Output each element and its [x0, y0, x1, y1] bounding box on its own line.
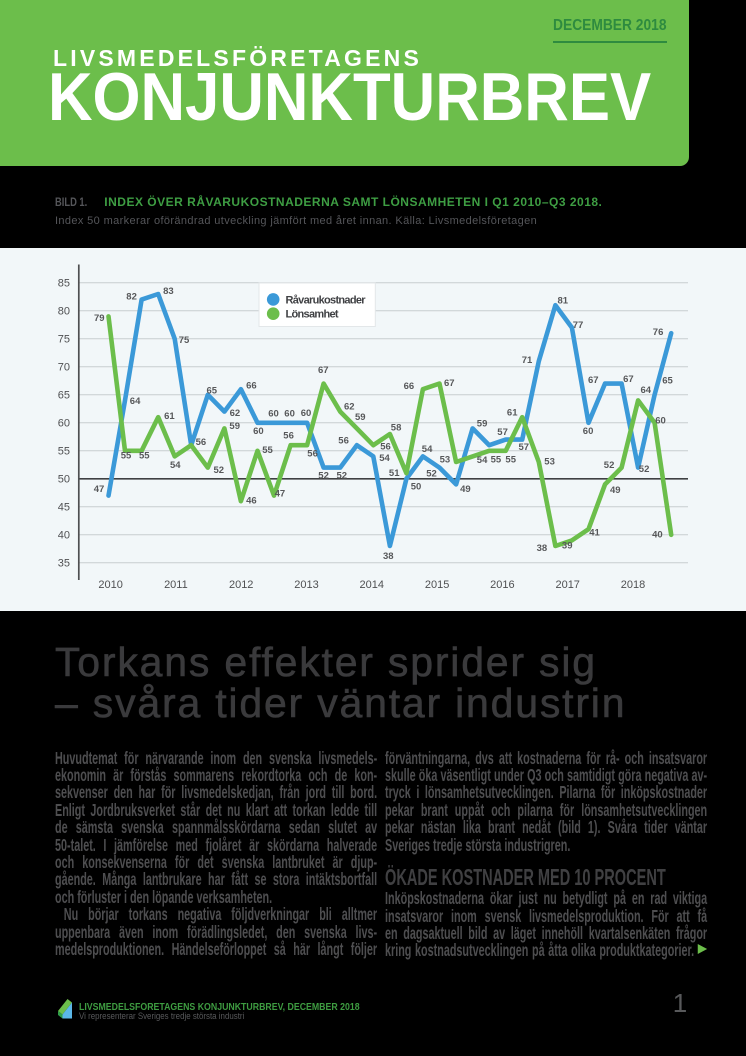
svg-text:52: 52 [604, 459, 615, 470]
svg-text:39: 39 [562, 540, 573, 551]
svg-text:60: 60 [655, 415, 666, 426]
svg-text:56: 56 [338, 435, 349, 446]
svg-text:60: 60 [301, 408, 312, 419]
svg-text:55: 55 [121, 450, 132, 461]
svg-text:Råvarukostnader: Råvarukostnader [286, 294, 367, 306]
svg-text:62: 62 [344, 401, 355, 412]
svg-text:41: 41 [589, 527, 600, 538]
svg-text:60: 60 [583, 425, 594, 436]
svg-text:46: 46 [246, 495, 257, 506]
svg-text:81: 81 [558, 295, 569, 306]
svg-text:83: 83 [163, 285, 174, 296]
svg-text:50: 50 [411, 481, 422, 492]
svg-text:54: 54 [170, 459, 181, 470]
svg-text:2011: 2011 [164, 579, 188, 591]
svg-text:52: 52 [639, 463, 650, 474]
svg-text:55: 55 [505, 454, 516, 465]
svg-text:59: 59 [477, 418, 488, 429]
svg-text:2013: 2013 [294, 579, 318, 591]
svg-text:47: 47 [275, 488, 286, 499]
svg-text:79: 79 [94, 313, 105, 324]
svg-text:49: 49 [610, 484, 621, 495]
svg-text:59: 59 [355, 412, 366, 423]
svg-text:54: 54 [422, 443, 433, 454]
svg-text:64: 64 [641, 384, 652, 395]
svg-text:50: 50 [58, 473, 70, 485]
svg-text:60: 60 [58, 417, 70, 429]
svg-text:56: 56 [307, 448, 318, 459]
svg-text:45: 45 [58, 501, 70, 513]
svg-text:2014: 2014 [360, 579, 384, 591]
svg-text:67: 67 [444, 377, 455, 388]
svg-text:76: 76 [653, 327, 664, 338]
svg-text:38: 38 [537, 543, 548, 554]
svg-text:77: 77 [573, 319, 584, 330]
svg-text:52: 52 [214, 465, 225, 476]
svg-text:75: 75 [58, 333, 70, 345]
svg-text:56: 56 [380, 441, 391, 452]
svg-text:52: 52 [337, 470, 348, 481]
svg-text:57: 57 [519, 442, 530, 453]
svg-text:58: 58 [391, 422, 402, 433]
svg-text:55: 55 [139, 450, 150, 461]
svg-text:71: 71 [522, 354, 533, 365]
svg-text:85: 85 [58, 277, 70, 289]
svg-text:66: 66 [246, 380, 257, 391]
svg-text:40: 40 [652, 529, 663, 540]
svg-text:49: 49 [460, 484, 471, 495]
svg-text:47: 47 [94, 483, 105, 494]
svg-text:51: 51 [389, 467, 400, 478]
svg-text:75: 75 [179, 334, 190, 345]
svg-text:65: 65 [662, 375, 673, 386]
svg-text:67: 67 [318, 364, 329, 375]
svg-text:60: 60 [253, 426, 264, 437]
svg-text:53: 53 [440, 454, 451, 465]
svg-text:65: 65 [207, 385, 218, 396]
svg-text:62: 62 [230, 407, 241, 418]
svg-text:2015: 2015 [425, 579, 449, 591]
svg-text:53: 53 [544, 456, 555, 467]
svg-text:67: 67 [588, 375, 599, 386]
svg-text:64: 64 [130, 396, 141, 407]
svg-text:59: 59 [229, 420, 240, 431]
svg-text:61: 61 [164, 411, 175, 422]
svg-text:70: 70 [58, 361, 70, 373]
svg-text:2016: 2016 [490, 579, 514, 591]
svg-text:2010: 2010 [98, 579, 122, 591]
svg-text:56: 56 [283, 430, 294, 441]
svg-text:2017: 2017 [555, 579, 579, 591]
svg-text:2012: 2012 [229, 579, 253, 591]
svg-text:65: 65 [58, 389, 70, 401]
svg-text:35: 35 [58, 557, 70, 569]
svg-text:40: 40 [58, 529, 70, 541]
svg-text:67: 67 [623, 374, 634, 385]
svg-text:55: 55 [262, 445, 273, 456]
svg-text:Lönsamhet: Lönsamhet [286, 308, 339, 320]
svg-text:57: 57 [497, 426, 508, 437]
svg-text:82: 82 [126, 291, 137, 302]
svg-text:55: 55 [491, 454, 502, 465]
svg-text:66: 66 [404, 381, 415, 392]
svg-text:80: 80 [58, 305, 70, 317]
svg-text:55: 55 [58, 445, 70, 457]
svg-text:61: 61 [507, 407, 518, 418]
svg-text:2018: 2018 [621, 579, 645, 591]
svg-text:52: 52 [426, 468, 437, 479]
svg-text:54: 54 [379, 453, 390, 464]
svg-text:38: 38 [383, 551, 394, 562]
svg-text:52: 52 [318, 470, 329, 481]
svg-text:56: 56 [196, 437, 207, 448]
svg-text:60: 60 [284, 408, 295, 419]
svg-text:60: 60 [268, 408, 279, 419]
svg-text:54: 54 [477, 454, 488, 465]
